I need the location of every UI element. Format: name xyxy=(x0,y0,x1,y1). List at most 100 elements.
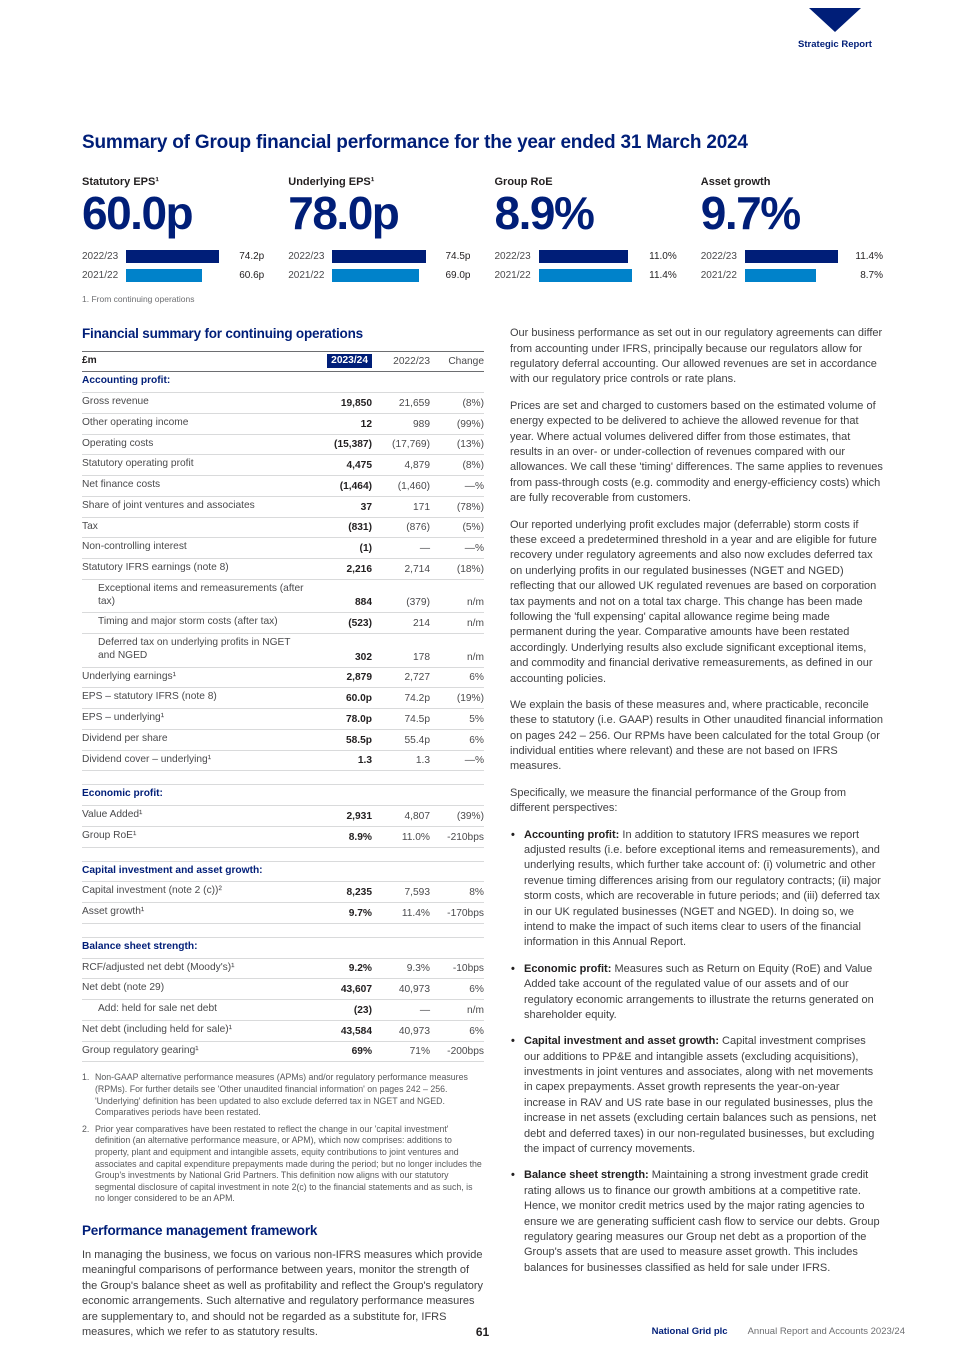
row-label: Balance sheet strength: xyxy=(82,940,198,952)
table-row: Non-controlling interest (1) — —% xyxy=(82,538,484,560)
row-value-2023-24: 8.9% xyxy=(348,831,372,843)
kpi-bar-row: 2021/22 11.4% xyxy=(494,269,677,283)
table-row: Add: held for sale net debt (23) — n/m xyxy=(82,1000,484,1021)
measure-bullet: Economic profit: Measures such as Return… xyxy=(510,962,883,1024)
financial-summary-heading: Financial summary for continuing operati… xyxy=(82,326,363,342)
row-value-2023-24: (831) xyxy=(348,522,372,534)
row-value-2022-23: 171 xyxy=(413,501,430,513)
row-change: -200bps xyxy=(447,1046,484,1058)
kpi-block: Statutory EPS¹ 60.0p 2022/23 74.2p 2021/… xyxy=(82,176,264,288)
performance-framework-heading: Performance management framework xyxy=(82,1223,318,1238)
table-header-row: £m 2023/24 2022/23 Change xyxy=(82,352,484,373)
row-label: Statutory operating profit xyxy=(82,458,194,470)
row-value-2022-23: 9.3% xyxy=(406,963,430,975)
row-value-2023-24: 2,879 xyxy=(346,672,373,684)
measure-bullet: Accounting profit: In addition to statut… xyxy=(510,828,883,951)
row-label: Gross revenue xyxy=(82,396,149,408)
row-value-2022-23: 4,879 xyxy=(404,460,431,472)
row-value-2022-23: 55.4p xyxy=(404,734,431,746)
footnote: 2. Prior year comparatives have been res… xyxy=(82,1124,484,1205)
row-value-2023-24: 4,475 xyxy=(346,460,373,472)
narrative-paragraphs: Our business performance as set out in o… xyxy=(510,326,883,816)
measure-bullet: Balance sheet strength: Maintaining a st… xyxy=(510,1168,883,1276)
row-value-2023-24: 60.0p xyxy=(345,693,372,705)
table-footnotes: 1. Non-GAAP alternative performance meas… xyxy=(82,1072,484,1205)
row-change: -210bps xyxy=(447,831,484,843)
kpi-label: Statutory EPS¹ xyxy=(82,176,160,188)
kpi-bar-row: 2021/22 60.6p xyxy=(82,269,264,283)
left-column: Financial summary for continuing operati… xyxy=(82,326,484,1340)
row-change: 6% xyxy=(469,984,484,996)
table-row: Capital investment (note 2 (c))² 8,235 7… xyxy=(82,882,484,904)
row-change: (5%) xyxy=(462,522,484,534)
table-row: Exceptional items and remeasurements (af… xyxy=(82,580,484,614)
narrative-paragraph: Our business performance as set out in o… xyxy=(510,327,883,386)
row-value-2022-23: 4,807 xyxy=(404,810,431,822)
row-value-2022-23: (17,769) xyxy=(392,439,430,451)
measure-bullet: Capital investment and asset growth: Cap… xyxy=(510,1034,883,1157)
bullet-lead: Accounting profit: xyxy=(524,828,620,841)
row-value-2022-23: 74.5p xyxy=(404,713,431,725)
bar-year-label: 2021/22 xyxy=(494,270,531,282)
kpi-label: Underlying EPS¹ xyxy=(288,176,375,188)
table-row: Capital investment and asset growth: xyxy=(82,862,484,883)
bar-2022-23 xyxy=(332,250,426,264)
section-label: Strategic Report xyxy=(798,39,872,50)
kpi-bar-row: 2021/22 8.7% xyxy=(701,269,883,283)
row-label: Non-controlling interest xyxy=(82,541,187,553)
row-change: —% xyxy=(464,543,484,555)
narrative-paragraph: Specifically, we measure the financial p… xyxy=(510,786,847,815)
bar-track xyxy=(126,250,220,264)
row-change: 8% xyxy=(469,887,484,899)
row-value-2022-23: 214 xyxy=(413,618,430,630)
table-row: Operating costs (15,387) (17,769) (13%) xyxy=(82,435,484,456)
row-value-2022-23: 1.3 xyxy=(415,755,430,767)
footnote-number: 2. xyxy=(82,1123,90,1134)
table-row: Economic profit: xyxy=(82,785,484,807)
kpi-label: Asset growth xyxy=(700,176,771,188)
row-label: Value Added¹ xyxy=(82,809,143,821)
bar-value: 74.2p xyxy=(239,251,265,263)
narrative-paragraph: We explain the basis of these measures a… xyxy=(510,698,883,773)
row-value-2023-24: 58.5p xyxy=(345,734,372,746)
row-value-2022-23: 989 xyxy=(413,418,430,430)
table-row: Group RoE¹ 8.9% 11.0% -210bps xyxy=(82,827,484,848)
bar-track xyxy=(744,269,838,283)
table-row: Balance sheet strength: xyxy=(82,938,484,959)
row-value-2023-24: 43,607 xyxy=(340,984,372,996)
kpi-bar-row: 2022/23 11.0% xyxy=(495,250,677,264)
table-row: Timing and major storm costs (after tax)… xyxy=(82,613,484,635)
bar-track xyxy=(538,269,632,283)
bar-2022-23 xyxy=(126,250,220,264)
row-value-2023-24: 302 xyxy=(355,651,372,663)
table-row: Statutory operating profit 4,475 4,879 (… xyxy=(82,455,484,477)
bar-2022-23 xyxy=(538,250,629,264)
row-change: —% xyxy=(464,755,484,767)
row-value-2023-24: 884 xyxy=(355,597,372,609)
bar-value: 8.7% xyxy=(860,270,883,282)
row-change: 6% xyxy=(469,734,484,746)
row-change: (78%) xyxy=(456,501,484,513)
row-label: Dividend per share xyxy=(82,732,168,744)
row-change: 6% xyxy=(469,1025,484,1037)
bar-2021-22 xyxy=(538,269,632,283)
kpi-value: 60.0p xyxy=(82,187,194,239)
row-value-2023-24: (1) xyxy=(359,543,372,555)
row-value-2022-23: 40,973 xyxy=(398,1025,430,1037)
table-row: Deferred tax on underlying profits in NG… xyxy=(82,634,484,668)
row-change: (13%) xyxy=(456,439,484,451)
table-row: Net debt (including held for sale)¹ 43,5… xyxy=(82,1021,484,1042)
row-label: Net debt (note 29) xyxy=(82,982,165,994)
kpi-block: Asset growth 9.7% 2022/23 11.4% 2021/22 … xyxy=(701,176,883,288)
table-row: EPS – underlying¹ 78.0p 74.5p 5% xyxy=(82,709,484,730)
bar-value: 11.0% xyxy=(649,251,677,263)
table-row: Statutory IFRS earnings (note 8) 2,216 2… xyxy=(82,559,484,580)
row-label: Deferred tax on underlying profits in NG… xyxy=(98,637,291,661)
table-row xyxy=(82,771,484,786)
footer: National Grid plc Annual Report and Accou… xyxy=(652,1326,905,1337)
table-row: Dividend cover – underlying¹ 1.3 1.3 —% xyxy=(82,751,484,772)
row-label: Add: held for sale net debt xyxy=(98,1003,217,1015)
kpi-bar-row: 2022/23 74.2p xyxy=(82,250,265,264)
row-value-2022-23: 71% xyxy=(409,1046,430,1058)
row-change: (8%) xyxy=(462,397,484,409)
